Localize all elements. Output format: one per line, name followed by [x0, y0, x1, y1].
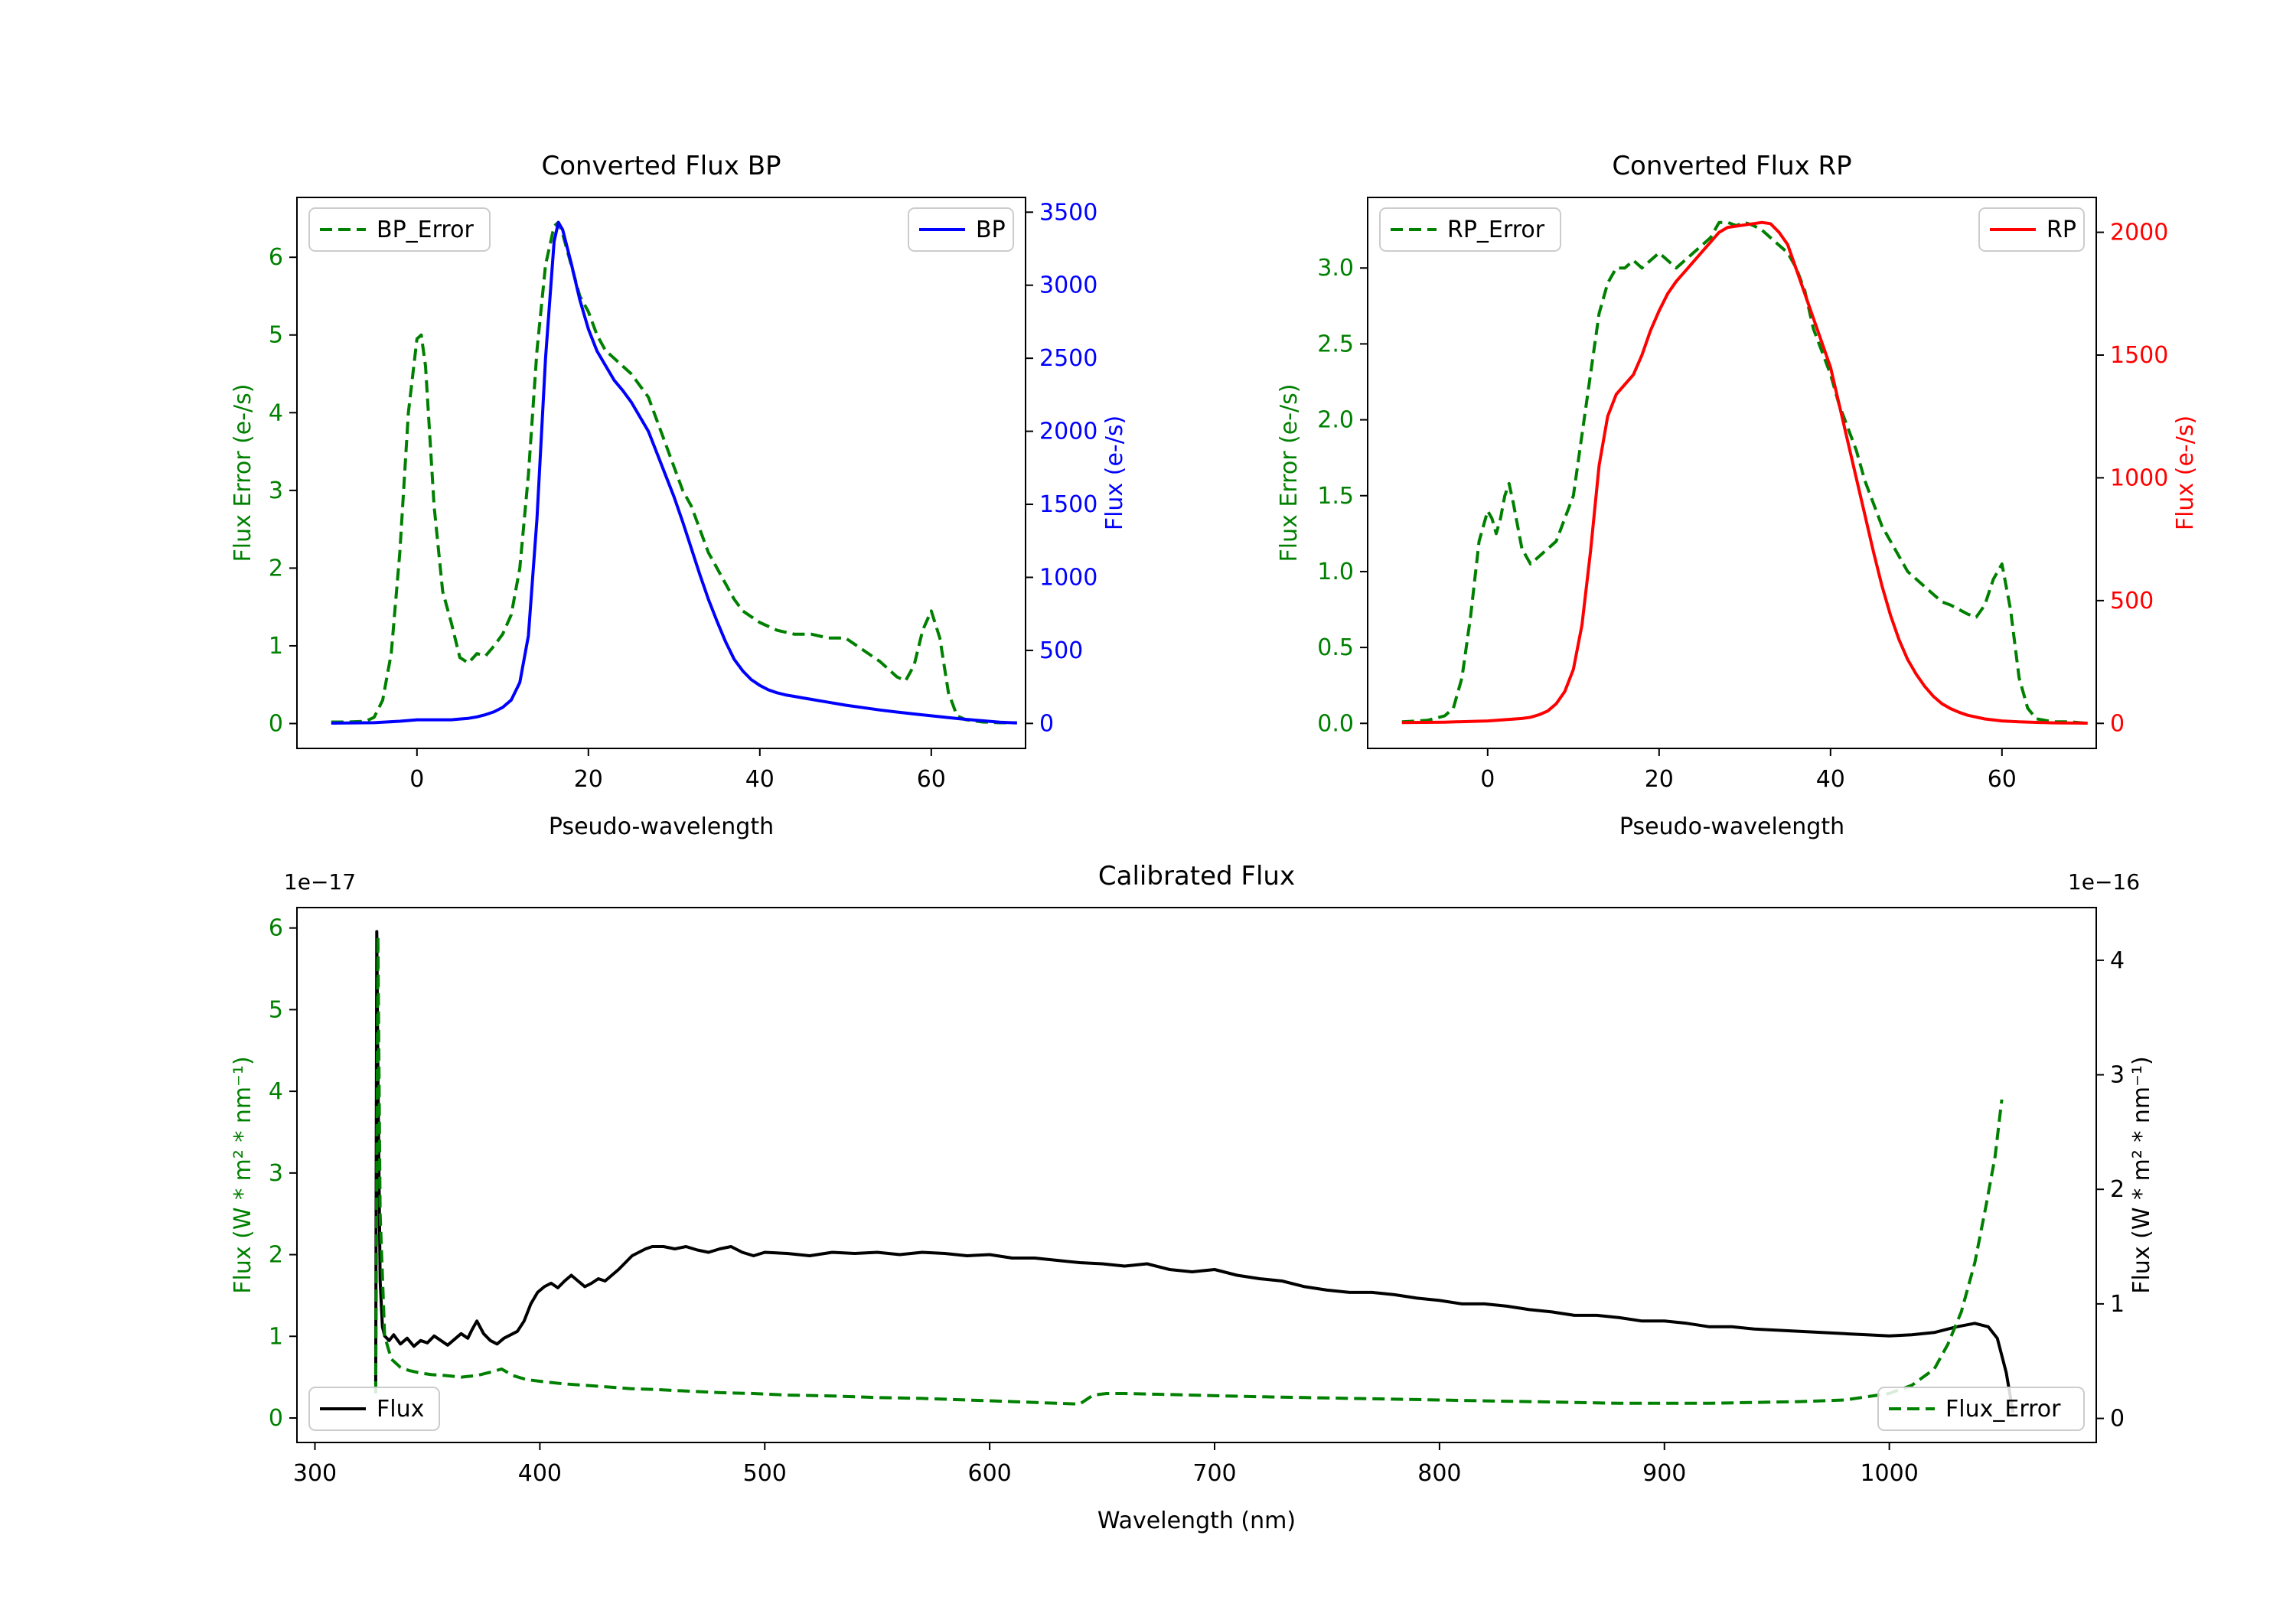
y-tick-label-right: 2000: [1039, 419, 1097, 445]
legend-box-bp_error: [308, 207, 491, 252]
axes-frame: [296, 907, 2097, 1443]
y-tick-label-right: 500: [1039, 637, 1083, 664]
x-axis-label: Wavelength (nm): [1097, 1508, 1296, 1534]
legend-label: Flux: [377, 1396, 424, 1423]
series-line-flux: [373, 930, 2015, 1413]
y-tick-label-right: 2: [2110, 1176, 2125, 1203]
y-tick-label-right: 3000: [1039, 272, 1097, 299]
x-tick-label: 1000: [1860, 1460, 1918, 1487]
y-tick-label-left: 2: [269, 555, 283, 582]
y-tick-label-right: 0: [1039, 710, 1054, 737]
x-tick-label: 20: [1645, 766, 1674, 793]
y-tick-label-left: 3.0: [1317, 255, 1354, 282]
y-tick-label-left: 4: [269, 1078, 283, 1105]
legend-label: BP_Error: [377, 217, 474, 243]
y-tick-label-left: 4: [269, 399, 283, 426]
y-axis-label-right: Flux (W * m² * nm⁻¹): [2128, 1056, 2155, 1293]
series-line-bp_error: [331, 220, 1017, 725]
x-tick-label: 800: [1417, 1460, 1461, 1487]
x-tick-label: 500: [743, 1460, 787, 1487]
chart-title: Calibrated Flux: [1098, 861, 1295, 892]
y-tick-label-left: 6: [269, 915, 283, 942]
y-tick-label-left: 1: [269, 633, 283, 660]
x-tick-label: 60: [1988, 766, 2017, 793]
x-tick-label: 40: [745, 766, 775, 793]
y-axis-label-left: Flux Error (e-/s): [230, 384, 256, 562]
y-tick-label-left: 1: [269, 1323, 283, 1350]
y-tick-label-left: 0.0: [1317, 710, 1354, 737]
plot-area: [331, 220, 1017, 725]
x-axis-label: Pseudo-wavelength: [1619, 813, 1844, 840]
legend-label: BP: [976, 217, 1006, 243]
y-tick-label-left: 5: [269, 996, 283, 1023]
y-tick-label-right: 0: [2110, 1406, 2125, 1433]
series-line-flux_error: [373, 934, 2004, 1406]
y-tick-label-right: 0: [2110, 710, 2125, 737]
x-axis-label: Pseudo-wavelength: [549, 813, 774, 840]
y-tick-label-left: 5: [269, 322, 283, 349]
right-axis-offset-text: 1e−16: [2068, 869, 2140, 895]
x-tick-label: 60: [917, 766, 946, 793]
series-line-rp: [1401, 220, 2088, 725]
y-tick-label-left: 6: [269, 244, 283, 271]
chart-title: Converted Flux BP: [541, 151, 781, 181]
y-tick-label-right: 2000: [2110, 220, 2168, 246]
legend-label: RP_Error: [1447, 217, 1545, 243]
plot-area: [1401, 220, 2088, 725]
y-tick-label-right: 1000: [1039, 564, 1097, 591]
y-axis-label-left: Flux (W * m² * nm⁻¹): [230, 1056, 256, 1293]
y-tick-label-right: 3: [2110, 1062, 2125, 1089]
y-tick-label-left: 0: [269, 1405, 283, 1432]
y-tick-label-left: 0: [269, 711, 283, 738]
y-tick-label-left: 0.5: [1317, 634, 1354, 661]
series-line-bp: [331, 220, 1017, 725]
y-axis-label-left: Flux Error (e-/s): [1276, 384, 1303, 562]
y-tick-label-left: 2.5: [1317, 331, 1354, 357]
x-tick-label: 700: [1192, 1460, 1236, 1487]
y-tick-label-right: 1500: [1039, 491, 1097, 518]
y-axis-label-right: Flux (e-/s): [1101, 416, 1128, 530]
series-line-rp_error: [1401, 220, 2088, 725]
y-tick-label-right: 500: [2110, 588, 2154, 614]
y-tick-label-left: 2: [269, 1242, 283, 1269]
y-axis-label-right: Flux (e-/s): [2172, 416, 2199, 530]
legend-box-flux_error: [1877, 1387, 2085, 1431]
y-tick-label-right: 3500: [1039, 199, 1097, 226]
x-tick-label: 300: [293, 1460, 337, 1487]
plot-area: [373, 930, 2015, 1413]
y-tick-label-right: 4: [2110, 947, 2125, 974]
y-tick-label-right: 2500: [1039, 345, 1097, 372]
y-tick-label-left: 1.5: [1317, 483, 1354, 510]
y-tick-label-right: 1500: [2110, 342, 2168, 369]
x-tick-label: 40: [1816, 766, 1845, 793]
y-tick-label-right: 1000: [2110, 464, 2168, 491]
axes-frame: [1367, 197, 2097, 749]
legend-box-rp_error: [1379, 207, 1561, 252]
y-tick-label-left: 3: [269, 478, 283, 504]
legend-label: RP: [2047, 217, 2076, 243]
x-tick-label: 0: [409, 766, 424, 793]
legend-box-flux: [308, 1387, 440, 1431]
x-tick-label: 400: [518, 1460, 562, 1487]
left-axis-offset-text: 1e−17: [284, 869, 356, 895]
axes-frame: [296, 197, 1026, 749]
y-tick-label-left: 2.0: [1317, 407, 1354, 434]
y-tick-label-left: 1.0: [1317, 559, 1354, 585]
x-tick-label: 0: [1480, 766, 1495, 793]
x-tick-label: 600: [968, 1460, 1012, 1487]
y-tick-label-left: 3: [269, 1160, 283, 1187]
chart-title: Converted Flux RP: [1612, 151, 1851, 181]
x-tick-label: 20: [574, 766, 603, 793]
legend-label: Flux_Error: [1945, 1396, 2061, 1423]
x-tick-label: 900: [1642, 1460, 1686, 1487]
y-tick-label-right: 1: [2110, 1291, 2125, 1318]
